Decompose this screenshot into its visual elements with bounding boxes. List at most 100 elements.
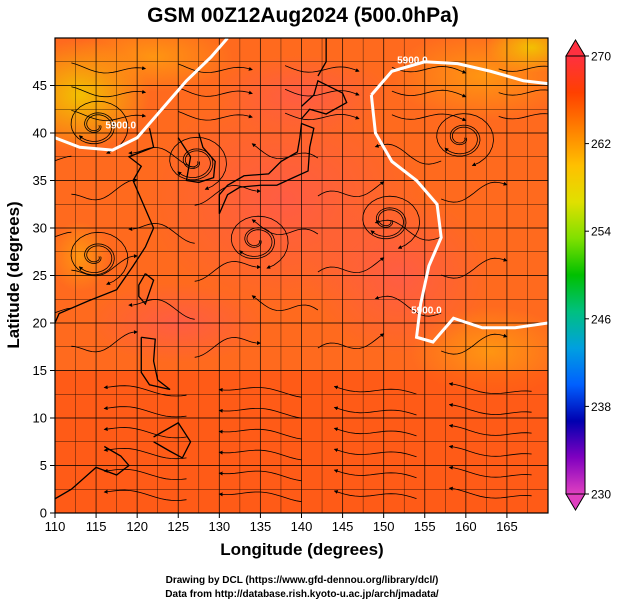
contour-label: 5900.0	[105, 120, 136, 131]
coastline	[153, 421, 192, 459]
streamline	[178, 63, 253, 74]
cold-region	[486, 38, 548, 73]
streamline	[103, 468, 187, 481]
plot-area: 5900.0 5900.0 5900.0	[55, 38, 548, 513]
streamline	[128, 147, 195, 168]
streamline	[103, 447, 187, 460]
colorbar-min-arrow	[565, 493, 586, 511]
streamline	[448, 444, 532, 457]
x-tick-label: 145	[332, 519, 354, 534]
streamline	[71, 330, 138, 353]
contour-5900	[370, 60, 548, 96]
streamline	[177, 150, 211, 178]
streamline	[70, 100, 129, 154]
contour-label: 5900.0	[411, 306, 442, 317]
x-tick-label: 120	[126, 519, 148, 534]
streamline	[284, 112, 360, 121]
x-tick-label: 140	[291, 519, 313, 534]
y-axis-ticks: 0 5 10 15 20 25 30 35 40 45	[33, 78, 55, 521]
x-tick-label: 130	[208, 519, 230, 534]
streamline	[441, 181, 508, 203]
coastline	[55, 128, 155, 324]
streamline	[317, 257, 385, 274]
streamline	[251, 219, 319, 236]
y-tick-label: 5	[40, 458, 47, 473]
streamline	[317, 333, 385, 350]
streamline	[444, 126, 478, 155]
contour-5900	[369, 94, 548, 344]
streamline	[194, 185, 262, 206]
coastlines	[55, 38, 348, 500]
streamline	[498, 65, 548, 72]
colorbar-tick-label: 270	[591, 50, 611, 64]
streamline	[218, 449, 302, 461]
colorbar-tick-label: 230	[591, 488, 611, 502]
streamline	[239, 229, 273, 257]
grid-lines	[55, 38, 548, 513]
y-tick-label: 40	[33, 126, 47, 141]
streamline	[194, 261, 262, 282]
streamline	[251, 295, 319, 312]
height-contours: 5900.0 5900.0 5900.0	[55, 38, 548, 344]
x-axis-label: Longitude (degrees)	[220, 540, 383, 559]
y-tick-label: 45	[33, 78, 47, 93]
coastline	[301, 79, 348, 120]
colorbar-tick-label: 246	[591, 312, 611, 326]
coastline	[138, 273, 155, 306]
contour-label: 5900.0	[397, 56, 428, 67]
streamline	[374, 219, 442, 241]
streamline	[71, 110, 147, 121]
colorbar-max-arrow	[565, 39, 586, 57]
streamline	[71, 178, 138, 201]
streamline	[317, 181, 385, 198]
contour-5900	[55, 38, 229, 152]
coastline	[177, 132, 216, 184]
streamline	[374, 295, 442, 317]
streamline	[251, 143, 319, 160]
streamline	[448, 382, 532, 395]
streamline	[333, 490, 417, 499]
y-tick-label: 30	[33, 221, 47, 236]
streamline	[55, 155, 72, 162]
x-tick-label: 155	[414, 519, 436, 534]
streamline	[194, 337, 262, 358]
streamline	[391, 89, 467, 98]
streamline	[128, 223, 195, 244]
x-tick-label: 110	[45, 519, 66, 534]
y-tick-label: 10	[33, 411, 47, 426]
streamline	[218, 408, 302, 419]
streamline	[55, 231, 72, 238]
streamline	[374, 143, 442, 165]
streamline	[103, 406, 187, 418]
streamline	[284, 88, 360, 97]
streamline	[71, 254, 138, 277]
streamline	[441, 333, 508, 355]
streamline	[448, 465, 532, 478]
colorbar-tick-label: 254	[591, 225, 611, 239]
streamline	[128, 299, 195, 320]
chart-title: GSM 00Z12Aug2024 (500.0hPa)	[147, 4, 459, 27]
streamline	[448, 423, 532, 436]
streamline	[498, 113, 548, 120]
streamline	[391, 113, 467, 122]
streamline	[218, 470, 302, 482]
streamline	[178, 87, 253, 97]
cool-region	[73, 38, 234, 92]
y-tick-label: 25	[33, 268, 47, 283]
colorbar-tick-label: 262	[591, 137, 611, 151]
streamline	[333, 427, 417, 437]
y-tick-label: 15	[33, 363, 47, 378]
credit-line-1: Drawing by DCL (https://www.gfd-dennou.o…	[166, 575, 439, 586]
streamline	[178, 111, 253, 121]
streamline	[78, 114, 113, 142]
colorbar-body	[565, 55, 586, 495]
coastline	[317, 38, 327, 77]
streamline	[218, 387, 302, 398]
streamline	[103, 385, 187, 397]
streamline	[362, 195, 421, 249]
streamline	[218, 428, 302, 440]
streamline	[448, 486, 532, 499]
x-tick-label: 150	[373, 519, 395, 534]
streamline	[333, 406, 417, 416]
